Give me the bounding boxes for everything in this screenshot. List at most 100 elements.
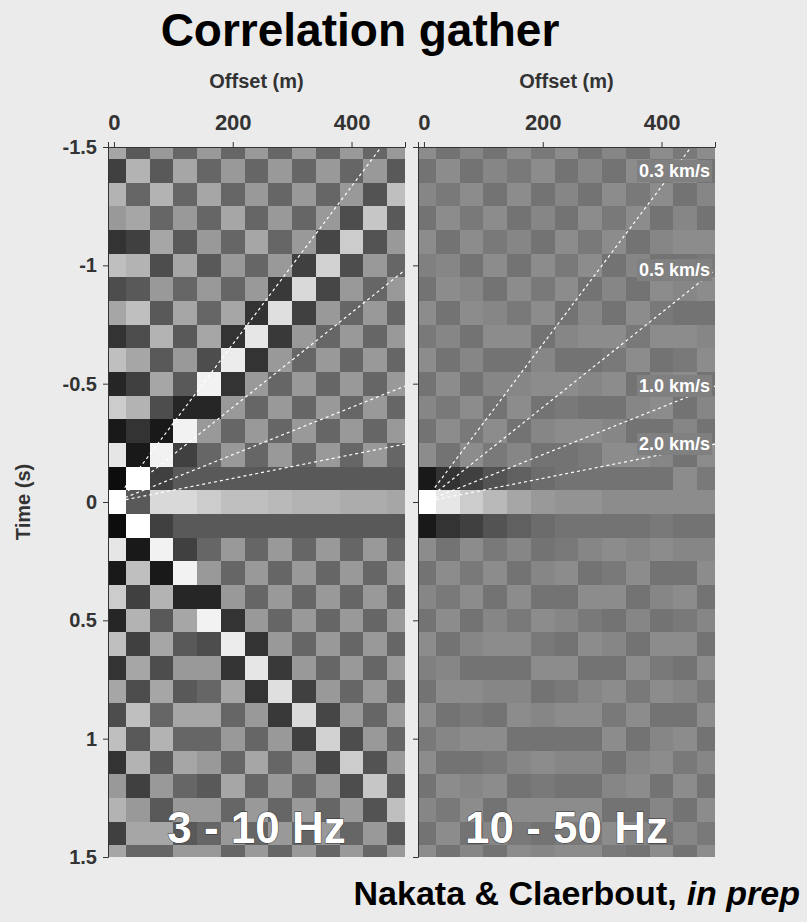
heatmap-cell — [363, 419, 387, 443]
heatmap-cell — [363, 206, 387, 230]
heatmap-cell — [340, 656, 364, 680]
x-tick: 400 — [644, 110, 681, 147]
heatmap-cell — [150, 585, 174, 609]
heatmap-cell — [268, 561, 292, 585]
heatmap-cell — [292, 656, 316, 680]
heatmap-cell — [245, 396, 269, 420]
heatmap-cell — [363, 514, 387, 538]
heatmap-cell — [268, 538, 292, 562]
heatmap-cell — [697, 680, 715, 704]
heatmap-cell — [387, 419, 405, 443]
heatmap-cell — [197, 514, 221, 538]
heatmap-cell — [436, 538, 460, 562]
heatmap-cell — [697, 561, 715, 585]
heatmap-cell — [221, 325, 245, 349]
heatmap-cell — [387, 680, 405, 704]
heatmap-cell — [126, 727, 150, 751]
heatmap-cell — [316, 301, 340, 325]
heatmap-cell — [436, 206, 460, 230]
heatmap-cell — [108, 159, 126, 183]
heatmap-cell — [126, 301, 150, 325]
heatmap-cell — [316, 230, 340, 254]
heatmap-cell — [418, 680, 436, 704]
heatmap-cell — [150, 490, 174, 514]
heatmap-cell — [418, 348, 436, 372]
heatmap-cell — [555, 325, 579, 349]
heatmap-cell — [673, 396, 697, 420]
y-tick-mark — [413, 857, 418, 858]
heatmap-cell — [578, 656, 602, 680]
heatmap-cell — [197, 467, 221, 491]
heatmap-cell — [578, 703, 602, 727]
heatmap-cell — [650, 774, 674, 798]
velocity-line — [424, 386, 715, 502]
heatmap-cell — [245, 348, 269, 372]
heatmap-cell — [126, 656, 150, 680]
heatmap-cell — [173, 372, 197, 396]
heatmap-cell — [578, 490, 602, 514]
heatmap-cell — [460, 632, 484, 656]
heatmap-cell — [531, 372, 555, 396]
plot-marks — [108, 147, 405, 857]
heatmap-cell — [673, 656, 697, 680]
heatmap-cell — [555, 159, 579, 183]
heatmap-cell — [316, 419, 340, 443]
heatmap-cell — [507, 751, 531, 775]
heatmap-cell — [673, 609, 697, 633]
heatmap-cell — [387, 585, 405, 609]
heatmap-cell — [197, 277, 221, 301]
heatmap-cell — [436, 254, 460, 278]
heatmap-cell — [626, 585, 650, 609]
y-tick-label: 0 — [86, 491, 97, 513]
heatmap-cell — [292, 467, 316, 491]
heatmap-cell — [245, 632, 269, 656]
heatmap-cell — [555, 254, 579, 278]
heatmap-cell — [483, 348, 507, 372]
y-tick-mark — [103, 147, 108, 148]
heatmap-cell — [292, 680, 316, 704]
heatmap-cell — [650, 348, 674, 372]
heatmap-cell — [108, 372, 126, 396]
heatmap-cell — [697, 206, 715, 230]
heatmap-cell — [436, 490, 460, 514]
heatmap-cell — [126, 325, 150, 349]
heatmap-cell — [507, 325, 531, 349]
heatmap-cell — [555, 632, 579, 656]
heatmap-cell — [578, 159, 602, 183]
heatmap-cell — [173, 277, 197, 301]
heatmap-cell — [292, 183, 316, 207]
heatmap-cell — [602, 396, 626, 420]
heatmap-cell — [436, 798, 460, 822]
heatmap-cell — [268, 443, 292, 467]
heatmap-cell — [387, 206, 405, 230]
heatmap-cell — [626, 348, 650, 372]
heatmap-cell — [245, 727, 269, 751]
heatmap-cell — [555, 561, 579, 585]
heatmap-cell — [697, 230, 715, 254]
y-tick-mark — [413, 620, 418, 621]
plot-marks — [418, 147, 715, 857]
heatmap-cell — [602, 183, 626, 207]
heatmap-cell — [245, 230, 269, 254]
heatmap-cell — [268, 230, 292, 254]
heatmap-cell — [108, 656, 126, 680]
heatmap-cell — [268, 254, 292, 278]
heatmap-cell — [245, 538, 269, 562]
heatmap-cell — [221, 372, 245, 396]
heatmap-cell — [245, 585, 269, 609]
heatmap-cell — [108, 230, 126, 254]
heatmap-cell — [626, 538, 650, 562]
heatmap-cell — [650, 206, 674, 230]
heatmap-cell — [108, 609, 126, 633]
heatmap-cell — [292, 419, 316, 443]
heatmap-cell — [531, 254, 555, 278]
heatmap-cell — [387, 443, 405, 467]
heatmap-cell — [292, 538, 316, 562]
heatmap-cell — [108, 325, 126, 349]
heatmap-cell — [507, 514, 531, 538]
heatmap-cell — [292, 325, 316, 349]
heatmap-cell — [578, 348, 602, 372]
heatmap-cell — [673, 798, 697, 822]
heatmap-cell — [150, 561, 174, 585]
heatmap-cell — [316, 774, 340, 798]
